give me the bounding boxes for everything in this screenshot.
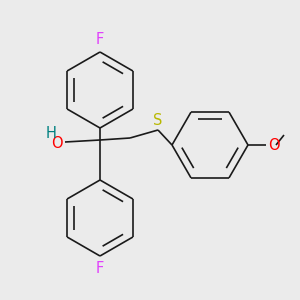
- Text: O: O: [51, 136, 63, 151]
- Text: H: H: [46, 127, 56, 142]
- Text: O: O: [268, 137, 280, 152]
- Text: F: F: [96, 32, 104, 47]
- Text: S: S: [153, 113, 163, 128]
- Text: F: F: [96, 261, 104, 276]
